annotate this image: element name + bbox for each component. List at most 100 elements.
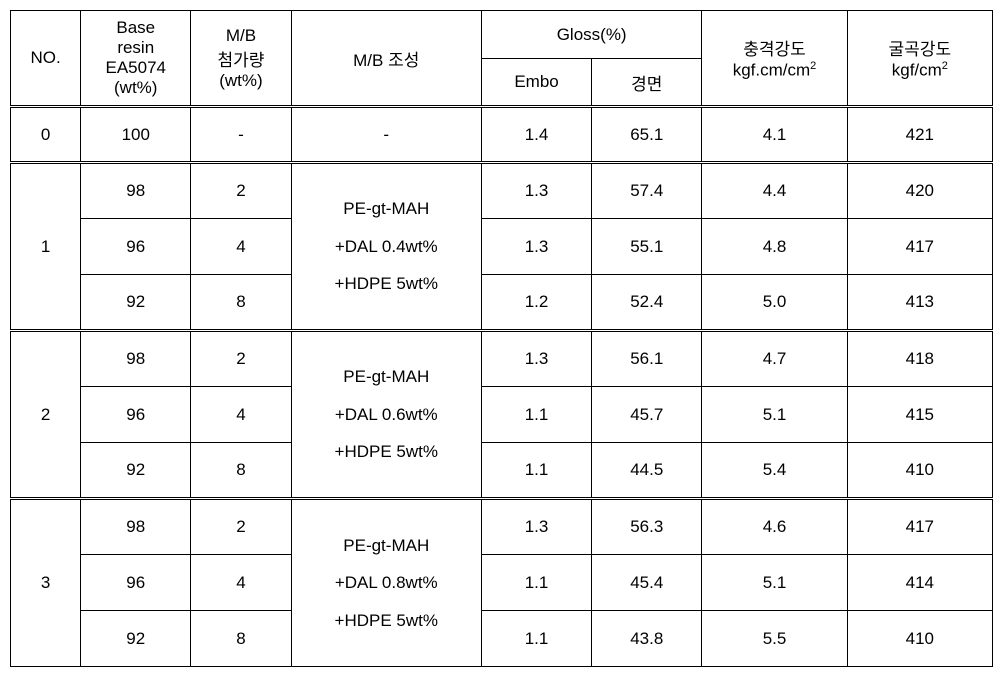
cell-composition: PE-gt-MAH +DAL 0.8wt% +HDPE 5wt%: [291, 499, 481, 667]
cell-base: 98: [81, 163, 191, 219]
cell-no: 2: [11, 331, 81, 499]
impact-line1: 충격강도: [743, 40, 806, 59]
cell-mb: 8: [191, 443, 291, 499]
cell-base: 92: [81, 275, 191, 331]
base-resin-line4: (wt%): [114, 78, 157, 97]
cell-impact: 4.8: [702, 219, 847, 275]
cell-flex: 413: [847, 275, 992, 331]
cell-mb: 4: [191, 555, 291, 611]
cell-embo: 1.4: [481, 107, 591, 163]
cell-embo: 1.3: [481, 219, 591, 275]
base-resin-line3: EA5074: [106, 58, 167, 77]
table-row: 96 4 1.1 45.7 5.1 415: [11, 387, 993, 443]
cell-mb: 2: [191, 499, 291, 555]
cell-impact: 4.4: [702, 163, 847, 219]
cell-composition: PE-gt-MAH +DAL 0.6wt% +HDPE 5wt%: [291, 331, 481, 499]
cell-mb: 8: [191, 611, 291, 667]
cell-mb: 2: [191, 331, 291, 387]
header-gloss-mirror: 경면: [592, 59, 702, 107]
cell-impact: 5.1: [702, 555, 847, 611]
comp-line1: PE-gt-MAH: [343, 367, 429, 386]
table-row: 2 98 2 PE-gt-MAH +DAL 0.6wt% +HDPE 5wt% …: [11, 331, 993, 387]
base-resin-line1: Base: [116, 18, 155, 37]
cell-impact: 5.4: [702, 443, 847, 499]
comp-line2: +DAL 0.8wt%: [335, 573, 438, 592]
table-row: 92 8 1.1 44.5 5.4 410: [11, 443, 993, 499]
cell-embo: 1.3: [481, 499, 591, 555]
cell-mb: 4: [191, 219, 291, 275]
cell-embo: 1.1: [481, 443, 591, 499]
flex-line2: kgf/cm: [892, 61, 942, 80]
cell-impact: 5.1: [702, 387, 847, 443]
cell-flex: 420: [847, 163, 992, 219]
cell-base: 92: [81, 443, 191, 499]
cell-base: 96: [81, 219, 191, 275]
impact-line2: kgf.cm/cm: [733, 61, 810, 80]
header-row-1: NO. Base resin EA5074 (wt%) M/B 첨가량 (wt%…: [11, 11, 993, 59]
cell-no: 3: [11, 499, 81, 667]
header-no: NO.: [11, 11, 81, 107]
impact-sup: 2: [810, 60, 816, 72]
comp-line3: +HDPE 5wt%: [335, 442, 438, 461]
cell-flex: 417: [847, 499, 992, 555]
comp-line2: +DAL 0.4wt%: [335, 237, 438, 256]
table-row: 92 8 1.1 43.8 5.5 410: [11, 611, 993, 667]
table-row: 96 4 1.1 45.4 5.1 414: [11, 555, 993, 611]
comp-line3: +HDPE 5wt%: [335, 611, 438, 630]
cell-mirror: 56.3: [592, 499, 702, 555]
header-gloss-top: Gloss(%): [481, 11, 701, 59]
header-base-resin: Base resin EA5074 (wt%): [81, 11, 191, 107]
cell-embo: 1.2: [481, 275, 591, 331]
cell-base: 100: [81, 107, 191, 163]
cell-impact: 4.6: [702, 499, 847, 555]
cell-embo: 1.3: [481, 331, 591, 387]
comp-line2: +DAL 0.6wt%: [335, 405, 438, 424]
table-row: 3 98 2 PE-gt-MAH +DAL 0.8wt% +HDPE 5wt% …: [11, 499, 993, 555]
cell-mirror: 44.5: [592, 443, 702, 499]
header-flex: 굴곡강도 kgf/cm2: [847, 11, 992, 107]
cell-flex: 418: [847, 331, 992, 387]
cell-flex: 410: [847, 443, 992, 499]
cell-embo: 1.1: [481, 387, 591, 443]
cell-no: 1: [11, 163, 81, 331]
cell-composition: -: [291, 107, 481, 163]
comp-line3: +HDPE 5wt%: [335, 274, 438, 293]
cell-embo: 1.3: [481, 163, 591, 219]
cell-flex: 415: [847, 387, 992, 443]
table-row: 0 100 - - 1.4 65.1 4.1 421: [11, 107, 993, 163]
header-mb-amount: M/B 첨가량 (wt%): [191, 11, 291, 107]
cell-mb: -: [191, 107, 291, 163]
cell-base: 98: [81, 499, 191, 555]
cell-mirror: 45.4: [592, 555, 702, 611]
cell-mirror: 43.8: [592, 611, 702, 667]
cell-embo: 1.1: [481, 555, 591, 611]
cell-mirror: 55.1: [592, 219, 702, 275]
cell-flex: 417: [847, 219, 992, 275]
comp-line1: PE-gt-MAH: [343, 199, 429, 218]
cell-mb: 4: [191, 387, 291, 443]
cell-flex: 414: [847, 555, 992, 611]
mb-amount-line1: M/B: [226, 26, 256, 45]
cell-mirror: 56.1: [592, 331, 702, 387]
cell-base: 96: [81, 387, 191, 443]
header-impact: 충격강도 kgf.cm/cm2: [702, 11, 847, 107]
cell-base: 96: [81, 555, 191, 611]
cell-mb: 2: [191, 163, 291, 219]
cell-mirror: 45.7: [592, 387, 702, 443]
cell-impact: 4.1: [702, 107, 847, 163]
cell-flex: 421: [847, 107, 992, 163]
cell-base: 98: [81, 331, 191, 387]
cell-mirror: 52.4: [592, 275, 702, 331]
header-gloss-embo: Embo: [481, 59, 591, 107]
mb-amount-line2: 첨가량: [218, 51, 265, 70]
table-row: 96 4 1.3 55.1 4.8 417: [11, 219, 993, 275]
cell-impact: 5.5: [702, 611, 847, 667]
cell-mirror: 57.4: [592, 163, 702, 219]
table-row: 92 8 1.2 52.4 5.0 413: [11, 275, 993, 331]
cell-impact: 5.0: [702, 275, 847, 331]
cell-base: 92: [81, 611, 191, 667]
flex-line1: 굴곡강도: [889, 40, 952, 59]
data-table: NO. Base resin EA5074 (wt%) M/B 첨가량 (wt%…: [10, 10, 993, 667]
cell-composition: PE-gt-MAH +DAL 0.4wt% +HDPE 5wt%: [291, 163, 481, 331]
mb-amount-line3: (wt%): [219, 71, 262, 90]
